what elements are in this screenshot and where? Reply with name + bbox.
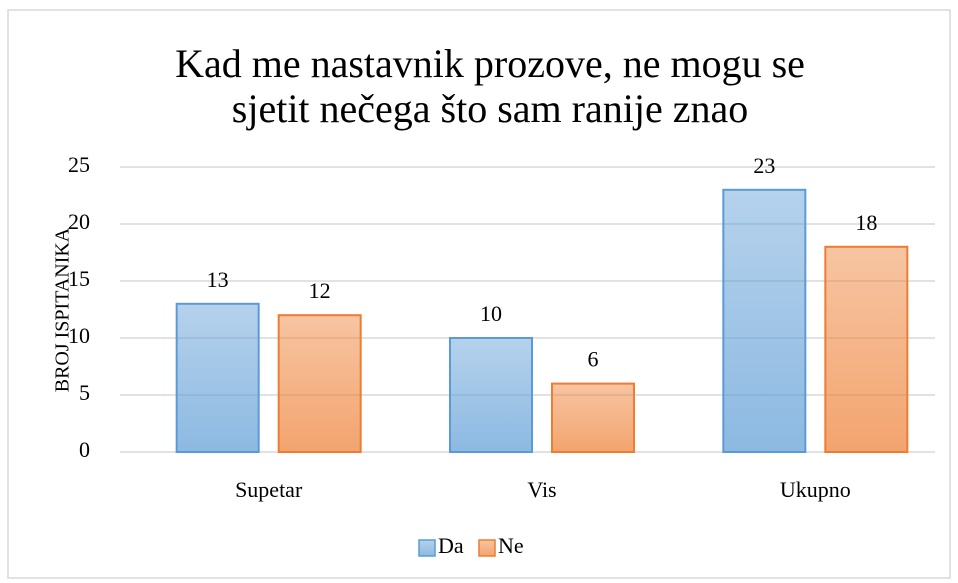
y-tick-label: 0 [79,437,90,462]
y-tick-label: 5 [79,380,90,405]
data-label: 10 [480,301,502,326]
data-label: 6 [588,347,599,372]
x-tick-label: Ukupno [780,477,851,502]
bar [277,314,362,454]
bar [824,245,909,453]
chart-title: Kad me nastavnik prozove, ne mogu se [175,41,805,86]
bar [449,337,533,453]
y-tick-label: 25 [68,152,90,177]
legend-label: Ne [498,533,524,558]
x-tick-label: Supetar [235,477,303,502]
legend-swatch [418,539,436,557]
y-tick-label: 15 [68,266,90,291]
legend-swatch [478,539,496,557]
legend-label: Da [438,533,464,558]
x-tick-label: Vis [527,477,556,502]
y-tick-label: 20 [68,209,90,234]
data-label: 23 [753,153,775,178]
data-label: 13 [207,267,229,292]
y-axis-label: BROJ ISPITANIKA [52,227,74,392]
bar [175,302,260,453]
bar [551,382,635,454]
bar [722,188,807,454]
y-tick-label: 10 [68,323,90,348]
data-label: 18 [855,210,877,235]
data-label: 12 [309,278,331,303]
chart-title: sjetit nečega što sam ranije znao [232,86,748,131]
